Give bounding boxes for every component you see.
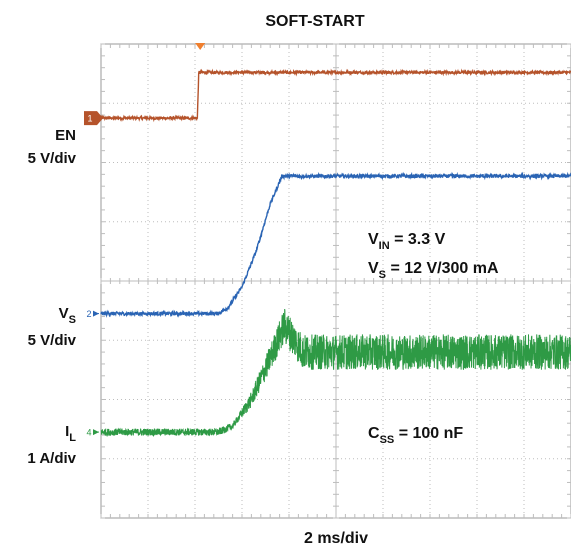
annotation-vs: VS = 12 V/300 mA	[368, 260, 499, 281]
channel-label-il: IL 1 A/div	[27, 423, 76, 467]
en-scale-label: 5 V/div	[28, 150, 77, 167]
chart-title: SOFT-START	[265, 13, 364, 30]
annotation-css: CSS = 100 nF	[368, 425, 463, 446]
traces	[100, 68, 571, 438]
vs-scale-label: 5 V/div	[28, 332, 77, 349]
ch2-marker-number: 2	[86, 309, 91, 319]
annotation-vin: VIN = 3.3 V	[368, 231, 446, 252]
grid	[100, 43, 571, 519]
en-label: EN	[55, 127, 76, 144]
channel-label-en: EN 5 V/div	[28, 127, 77, 167]
trace-vs	[100, 171, 571, 318]
il-scale-label: 1 A/div	[27, 450, 76, 467]
il-label: IL	[65, 423, 76, 444]
x-axis-label: 2 ms/div	[304, 530, 368, 547]
channel-markers: 1 2 4	[84, 43, 206, 438]
channel-label-vs: VS 5 V/div	[28, 305, 77, 349]
ch1-marker-number: 1	[87, 114, 92, 124]
trace-il	[100, 308, 571, 438]
ch1-ground-marker	[84, 111, 103, 126]
trigger-marker	[195, 43, 206, 50]
ch4-marker-number: 4	[86, 428, 91, 438]
vs-label: VS	[59, 305, 76, 326]
trace-en	[100, 68, 571, 123]
plot-area: 1 2 4	[84, 43, 571, 519]
